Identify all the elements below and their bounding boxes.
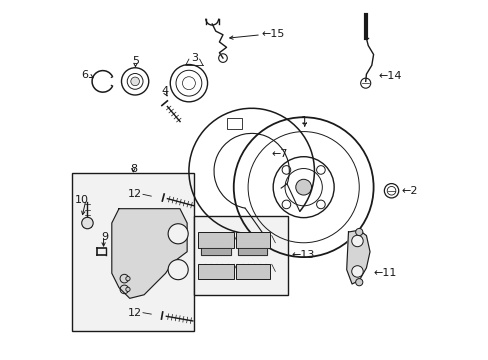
Text: 9: 9 [101,232,108,242]
Text: 3: 3 [190,53,197,63]
Bar [194,216,287,295]
Text: ←7: ←7 [271,149,287,159]
Circle shape [351,235,363,247]
Circle shape [125,287,130,292]
Circle shape [131,77,139,86]
Text: ←14: ←14 [378,71,402,81]
Text: 4: 4 [161,86,168,96]
Text: 8: 8 [129,164,137,174]
Circle shape [355,228,362,235]
Bar [198,232,233,248]
Polygon shape [346,230,369,284]
Text: 10: 10 [75,195,89,205]
Polygon shape [238,248,266,255]
Text: ←13: ←13 [290,250,314,260]
Circle shape [168,260,188,280]
Bar [72,173,194,330]
Bar [235,232,269,248]
Text: 12: 12 [128,308,142,318]
Polygon shape [201,248,230,255]
Text: ←2: ←2 [401,186,417,197]
Circle shape [168,224,188,244]
Circle shape [355,279,362,286]
Text: ←15: ←15 [261,29,285,39]
Bar [198,264,233,279]
Circle shape [81,217,93,229]
Polygon shape [112,209,187,298]
Text: ←11: ←11 [373,268,396,278]
Text: 6: 6 [81,70,88,80]
Text: 1: 1 [301,116,307,126]
Circle shape [125,276,130,281]
Bar [235,264,269,279]
Text: 12: 12 [128,189,142,199]
Text: 5: 5 [132,56,139,66]
Circle shape [351,266,363,277]
Circle shape [295,179,311,195]
Bar [227,118,241,129]
